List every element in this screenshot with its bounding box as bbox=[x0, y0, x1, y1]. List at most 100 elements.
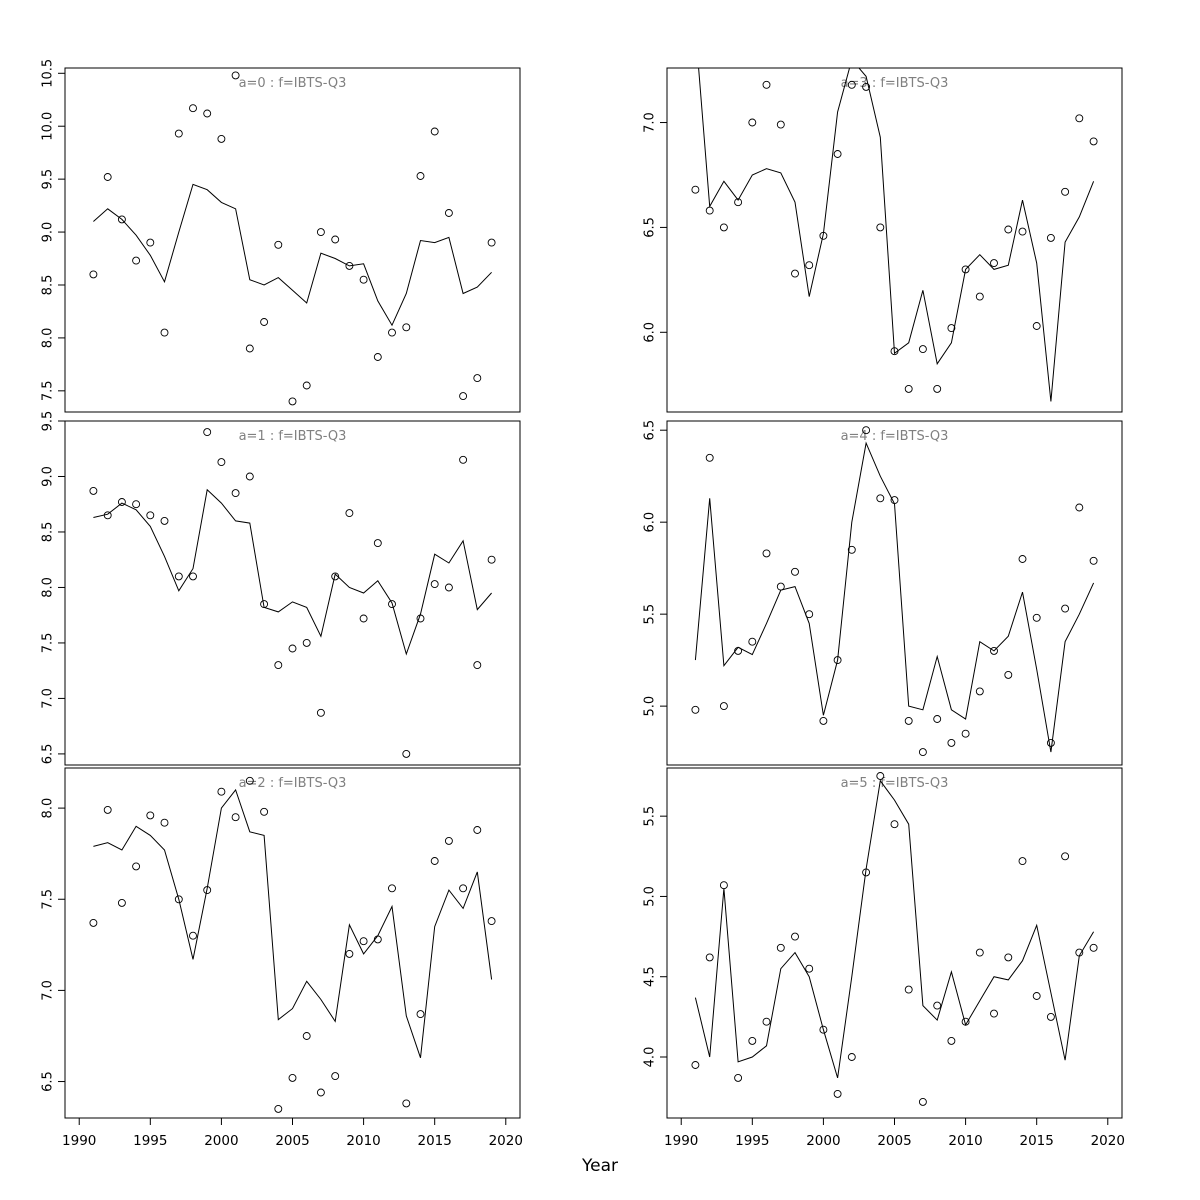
data-point bbox=[776, 582, 785, 591]
data-point bbox=[990, 646, 998, 655]
data-point bbox=[890, 496, 899, 505]
panel-title: a=2 : f=IBTS-Q3 bbox=[239, 776, 347, 791]
data-point bbox=[444, 583, 453, 592]
panel-title: a=4 : f=IBTS-Q3 bbox=[841, 429, 949, 444]
y-tick-label: 6.5 bbox=[643, 420, 658, 441]
x-tick-label: 2010 bbox=[346, 1133, 380, 1149]
data-point bbox=[691, 705, 700, 714]
data-point bbox=[1018, 857, 1027, 866]
data-point bbox=[961, 729, 970, 738]
y-tick-label: 8.0 bbox=[41, 328, 56, 349]
data-point bbox=[961, 265, 970, 274]
x-tick-label: 1990 bbox=[62, 1133, 96, 1149]
data-point bbox=[762, 80, 771, 89]
data-point bbox=[402, 749, 411, 758]
data-point bbox=[748, 637, 757, 646]
data-point bbox=[117, 498, 126, 506]
data-point bbox=[1075, 114, 1084, 123]
y-tick-label: 6.5 bbox=[643, 217, 658, 238]
data-point bbox=[473, 374, 482, 383]
data-point bbox=[174, 895, 183, 904]
data-point bbox=[160, 516, 169, 525]
trend-line bbox=[694, 441, 1095, 753]
data-point bbox=[260, 318, 269, 326]
data-point bbox=[430, 580, 439, 589]
y-tick-label: 6.0 bbox=[643, 322, 658, 343]
data-point bbox=[776, 120, 785, 129]
data-point bbox=[359, 614, 368, 623]
data-point bbox=[1004, 225, 1013, 234]
y-tick-label: 7.0 bbox=[41, 980, 56, 1001]
data-point bbox=[734, 1073, 743, 1082]
data-point bbox=[103, 173, 112, 181]
data-point bbox=[918, 1097, 927, 1106]
panel-title: a=5 : f=IBTS-Q3 bbox=[841, 776, 949, 791]
data-point bbox=[103, 805, 112, 814]
data-point bbox=[1061, 852, 1070, 861]
data-point bbox=[316, 228, 325, 237]
data-point bbox=[117, 898, 126, 907]
data-point bbox=[776, 943, 785, 952]
data-point bbox=[487, 555, 496, 564]
data-point bbox=[189, 104, 197, 113]
data-point bbox=[691, 1061, 700, 1069]
data-point bbox=[805, 610, 814, 619]
data-point bbox=[1032, 322, 1041, 330]
data-point bbox=[1046, 1012, 1055, 1021]
data-point bbox=[345, 261, 354, 270]
data-point bbox=[402, 323, 411, 332]
x-tick-label: 2015 bbox=[1020, 1133, 1054, 1149]
y-tick-label: 4.5 bbox=[643, 966, 658, 987]
data-point bbox=[388, 600, 396, 609]
data-point bbox=[203, 886, 212, 895]
y-tick-label: 7.5 bbox=[41, 889, 56, 910]
panel-a2: a=2 : f=IBTS-Q3 6.5 7.0 7.5 8.0 1990 1995 2000 2… bbox=[41, 767, 523, 1149]
panel-border bbox=[666, 67, 1123, 413]
x-tick-label: 2020 bbox=[489, 1133, 523, 1149]
data-point bbox=[416, 1010, 425, 1019]
data-point bbox=[288, 397, 297, 406]
y-tick-label: 4.0 bbox=[643, 1047, 658, 1068]
data-point bbox=[762, 549, 771, 558]
data-point bbox=[833, 1089, 842, 1098]
data-point bbox=[373, 353, 382, 361]
data-point bbox=[918, 345, 927, 354]
data-point bbox=[430, 127, 439, 136]
data-point bbox=[89, 270, 98, 279]
data-point bbox=[862, 426, 871, 435]
data-point bbox=[876, 494, 885, 503]
data-point bbox=[345, 509, 354, 518]
y-tick-label: 10.0 bbox=[41, 112, 56, 141]
panel-a5: a=5 : f=IBTS-Q3 4.0 4.5 5.0 5.5 1990 1995 2000 2… bbox=[643, 767, 1125, 1149]
data-point bbox=[762, 1017, 771, 1026]
y-tick-label: 5.5 bbox=[643, 604, 658, 625]
data-point bbox=[1089, 943, 1098, 952]
data-point bbox=[748, 1036, 757, 1045]
data-point bbox=[487, 238, 496, 247]
data-point bbox=[719, 881, 728, 890]
data-point bbox=[444, 836, 453, 845]
data-point bbox=[388, 328, 396, 337]
data-point bbox=[231, 489, 240, 498]
data-point bbox=[734, 198, 743, 207]
data-point bbox=[132, 500, 141, 509]
data-point bbox=[459, 455, 468, 464]
data-point bbox=[705, 953, 714, 962]
data-point bbox=[1018, 555, 1027, 563]
data-point bbox=[132, 256, 141, 265]
data-point bbox=[189, 572, 197, 581]
trend-line bbox=[93, 488, 492, 656]
data-point bbox=[876, 772, 885, 780]
data-point bbox=[359, 937, 368, 946]
x-tick-label: 2020 bbox=[1091, 1133, 1125, 1149]
data-point bbox=[990, 1009, 998, 1018]
data-point bbox=[274, 661, 283, 670]
data-point bbox=[719, 702, 728, 711]
x-tick-label: 1990 bbox=[664, 1133, 698, 1149]
data-point bbox=[132, 862, 141, 871]
data-point bbox=[990, 259, 998, 268]
data-point bbox=[302, 1032, 311, 1040]
y-tick-label: 8.0 bbox=[41, 798, 56, 819]
data-point bbox=[331, 572, 340, 581]
y-tick-label: 9.5 bbox=[41, 411, 56, 432]
